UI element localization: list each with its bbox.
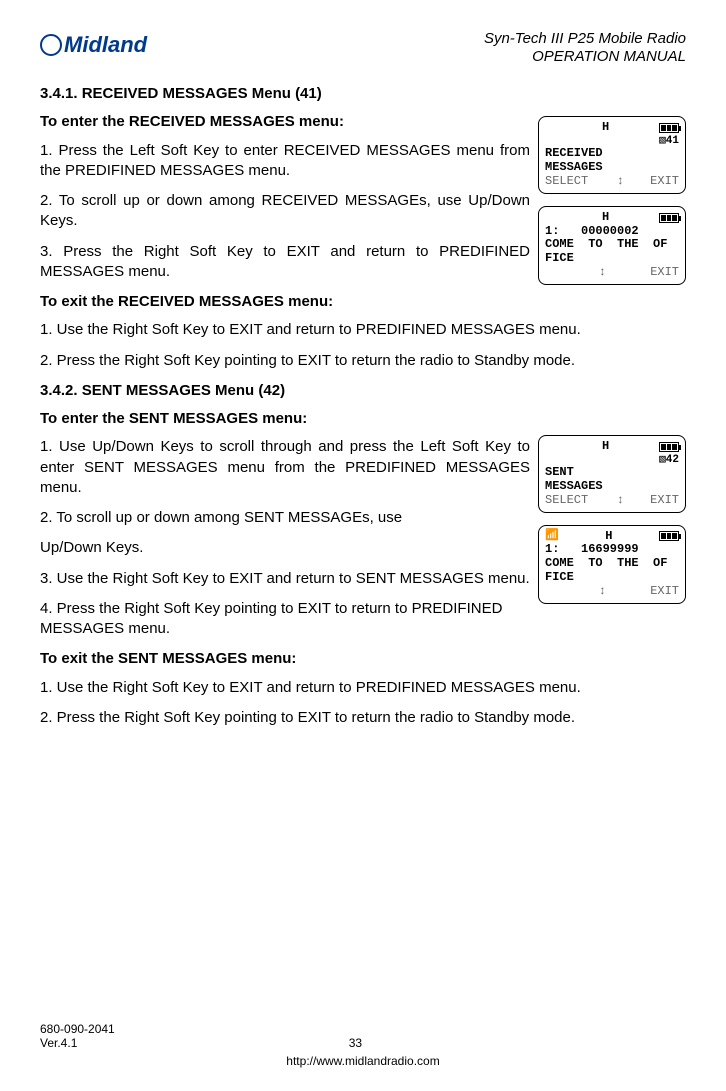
lcd-mode-h: H [552,211,659,225]
step-text: 2. Press the Right Soft Key pointing to … [40,351,686,371]
lcd-blank [545,440,552,454]
footer-page-number: 33 [115,1035,596,1051]
lcd-line: COME TO THE OF [545,238,679,252]
lcd-screen-sent-menu: H ▧42 SENT MESSAGES SELECT ↕ EXIT [538,435,686,513]
lcd-blank [545,121,552,135]
step-text: 2. To scroll up or down among RECEIVED M… [40,191,530,232]
page-header: Midland Syn-Tech III P25 Mobile Radio OP… [40,30,686,66]
section-sent: H ▧42 SENT MESSAGES SELECT ↕ EXIT 📶 H 1:… [40,381,686,728]
subheading-enter-sent: To enter the SENT MESSAGES menu: [40,409,686,429]
footer-doc-number: 680-090-2041 [40,1022,115,1036]
lcd-stack-2: H ▧42 SENT MESSAGES SELECT ↕ EXIT 📶 H 1:… [538,435,686,604]
lcd-softkey-left: SELECT [545,175,588,189]
section-heading-341: 3.4.1. RECEIVED MESSAGES Menu (41) [40,84,686,104]
lcd-blank [545,211,552,225]
lcd-screen-received-menu: H ▧41 RECEIVED MESSAGES SELECT ↕ EXIT [538,116,686,194]
section-received: H ▧41 RECEIVED MESSAGES SELECT ↕ EXIT H … [40,84,686,371]
lcd-line: FICE [545,252,679,266]
lcd-line: SENT [545,466,679,480]
page-footer: 680-090-2041 Ver.4.1 33 http://www.midla… [40,1022,686,1069]
lcd-arrows-icon: ↕ [617,494,622,508]
lcd-softkey-left: SELECT [545,494,588,508]
lcd-line: 1: 00000002 [545,225,679,239]
lcd-blank [545,585,552,599]
lcd-line: 1: 16699999 [545,543,679,557]
doc-title-line1: Syn-Tech III P25 Mobile Radio [484,30,686,48]
lcd-arrows-icon: ↕ [599,266,604,280]
step-text: 1. Press the Left Soft Key to enter RECE… [40,141,530,182]
lcd-screen-received-detail: H 1: 00000002 COME TO THE OF FICE ↕ EXIT [538,206,686,285]
battery-icon [659,442,679,452]
lcd-softkey-right: EXIT [650,585,679,599]
subheading-exit-sent: To exit the SENT MESSAGES menu: [40,649,686,669]
step-text: Up/Down Keys. [40,538,530,558]
step-text: 3. Use the Right Soft Key to EXIT and re… [40,569,530,589]
battery-icon [659,123,679,133]
lcd-softkey-right: EXIT [650,494,679,508]
doc-title-line2: OPERATION MANUAL [484,48,686,66]
step-text: 1. Use the Right Soft Key to EXIT and re… [40,320,686,340]
lcd-stack-1: H ▧41 RECEIVED MESSAGES SELECT ↕ EXIT H … [538,116,686,285]
step-text: 2. Press the Right Soft Key pointing to … [40,708,686,728]
antenna-icon: 📶 [545,530,559,543]
lcd-mode-h: H [559,530,659,544]
footer-version: Ver.4.1 [40,1036,115,1050]
footer-url: http://www.midlandradio.com [40,1053,686,1069]
lcd-line: MESSAGES [545,480,679,494]
logo-text: Midland [64,30,147,60]
step-text: 4. Press the Right Soft Key pointing to … [40,599,530,640]
lcd-line: RECEIVED [545,147,679,161]
lcd-line: FICE [545,571,679,585]
step-text: 2. To scroll up or down among SENT MESSA… [40,508,530,528]
lcd-line: COME TO THE OF [545,557,679,571]
lcd-screen-sent-detail: 📶 H 1: 16699999 COME TO THE OF FICE ↕ EX… [538,525,686,604]
battery-icon [659,531,679,541]
doc-title-block: Syn-Tech III P25 Mobile Radio OPERATION … [484,30,686,66]
lcd-arrows-icon: ↕ [617,175,622,189]
lcd-mode-h: H [552,121,659,135]
section-heading-342: 3.4.2. SENT MESSAGES Menu (42) [40,381,686,401]
lcd-mode-h: H [552,440,659,454]
footer-docinfo: 680-090-2041 Ver.4.1 [40,1022,115,1051]
logo-circle-icon [40,34,62,56]
step-text: 1. Use the Right Soft Key to EXIT and re… [40,678,686,698]
lcd-blank [545,266,552,280]
lcd-softkey-right: EXIT [650,266,679,280]
lcd-arrows-icon: ↕ [599,585,604,599]
lcd-line: MESSAGES [545,161,679,175]
step-text: 1. Use Up/Down Keys to scroll through an… [40,437,530,498]
step-text: 3. Press the Right Soft Key to EXIT and … [40,242,530,283]
lcd-softkey-right: EXIT [650,175,679,189]
battery-icon [659,213,679,223]
brand-logo: Midland [40,30,147,60]
subheading-exit-received: To exit the RECEIVED MESSAGES menu: [40,292,530,312]
